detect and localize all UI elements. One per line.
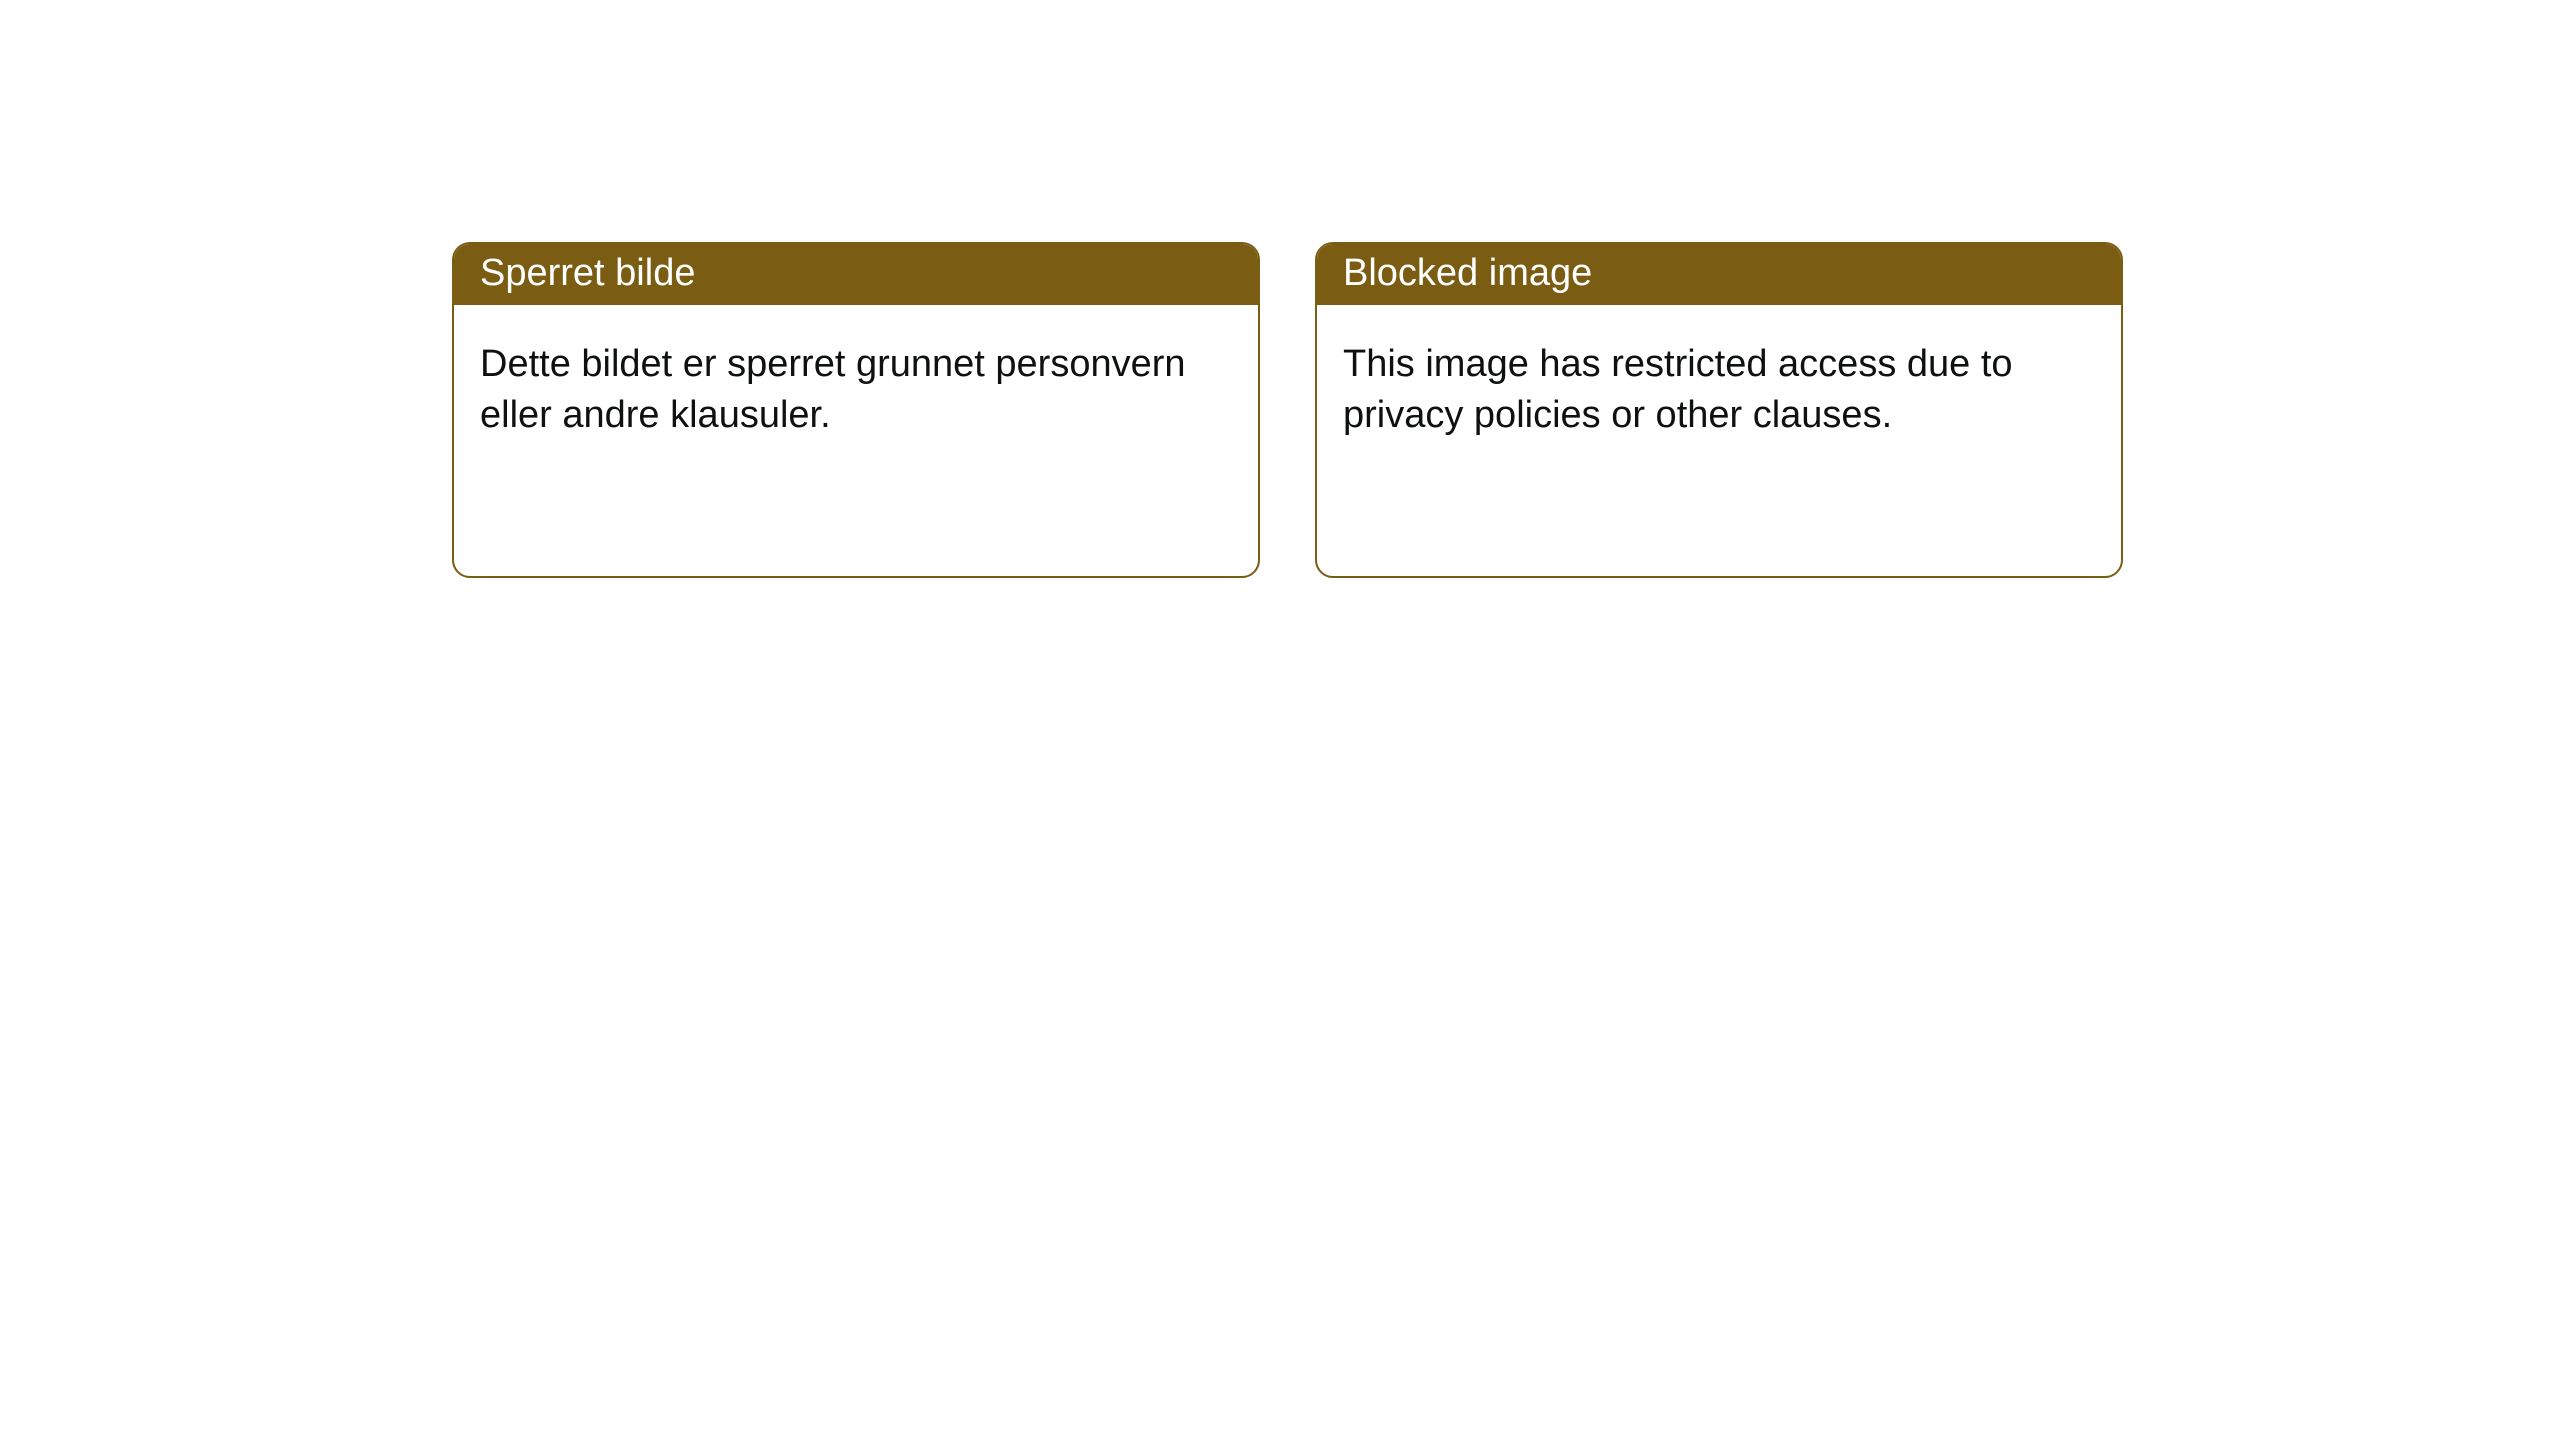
notice-card-title: Sperret bilde (480, 252, 695, 294)
notice-card-header: Sperret bilde (454, 244, 1258, 305)
notice-card-body: Dette bildet er sperret grunnet personve… (454, 305, 1258, 476)
notice-card-norwegian: Sperret bilde Dette bildet er sperret gr… (452, 242, 1260, 578)
notice-card-english: Blocked image This image has restricted … (1315, 242, 2123, 578)
notice-card-body-text: Dette bildet er sperret grunnet personve… (480, 343, 1186, 436)
notice-card-title: Blocked image (1343, 252, 1592, 294)
notice-card-body-text: This image has restricted access due to … (1343, 343, 2013, 436)
notice-card-header: Blocked image (1317, 244, 2121, 305)
notice-container: Sperret bilde Dette bildet er sperret gr… (0, 0, 2560, 578)
notice-card-body: This image has restricted access due to … (1317, 305, 2121, 476)
